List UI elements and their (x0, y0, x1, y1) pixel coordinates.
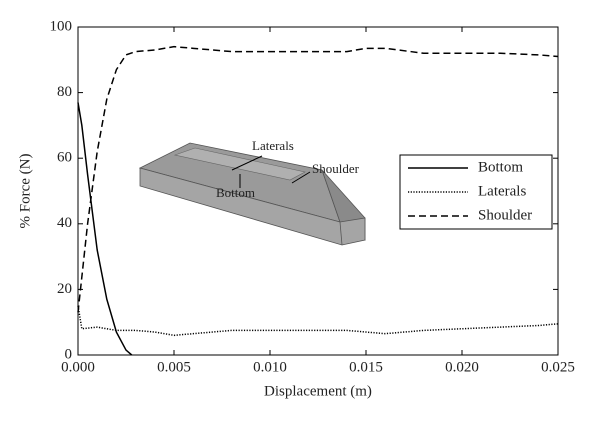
plot-frame (77, 26, 559, 356)
x-tick-label: 0.005 (157, 359, 191, 375)
x-tick-label: 0.015 (349, 359, 383, 375)
legend-label: Laterals (478, 183, 526, 199)
annotation: Shoulder (312, 161, 360, 176)
x-tick-label: 0.000 (61, 359, 95, 375)
line-series (77, 45, 559, 313)
x-tick-label: 0.025 (541, 359, 575, 375)
arrow (231, 155, 263, 171)
annotation: Laterals (252, 138, 294, 153)
inset-model: Laterals Shoulder Bottom (138, 138, 366, 246)
line-series (77, 102, 133, 356)
legend-label: Shoulder (478, 207, 532, 223)
y-tick-label: 20 (57, 281, 72, 297)
model-edge (339, 221, 343, 246)
model-channel (173, 147, 306, 181)
y-tick-label: 80 (57, 84, 72, 100)
y-tick-label: 60 (57, 150, 72, 166)
y-tick-label: 100 (50, 18, 73, 34)
arrow (291, 171, 311, 184)
x-tick-label: 0.020 (445, 359, 479, 375)
x-tick-label: 0.010 (253, 359, 287, 375)
line-series (77, 305, 559, 337)
annotation: Bottom (216, 185, 255, 200)
y-axis-label: % Force (N) (17, 154, 33, 229)
y-tick-label: 0 (65, 346, 73, 362)
legend-label: Bottom (478, 159, 523, 175)
y-tick-label: 40 (57, 215, 72, 231)
x-axis-label: Displacement (m) (264, 383, 372, 399)
